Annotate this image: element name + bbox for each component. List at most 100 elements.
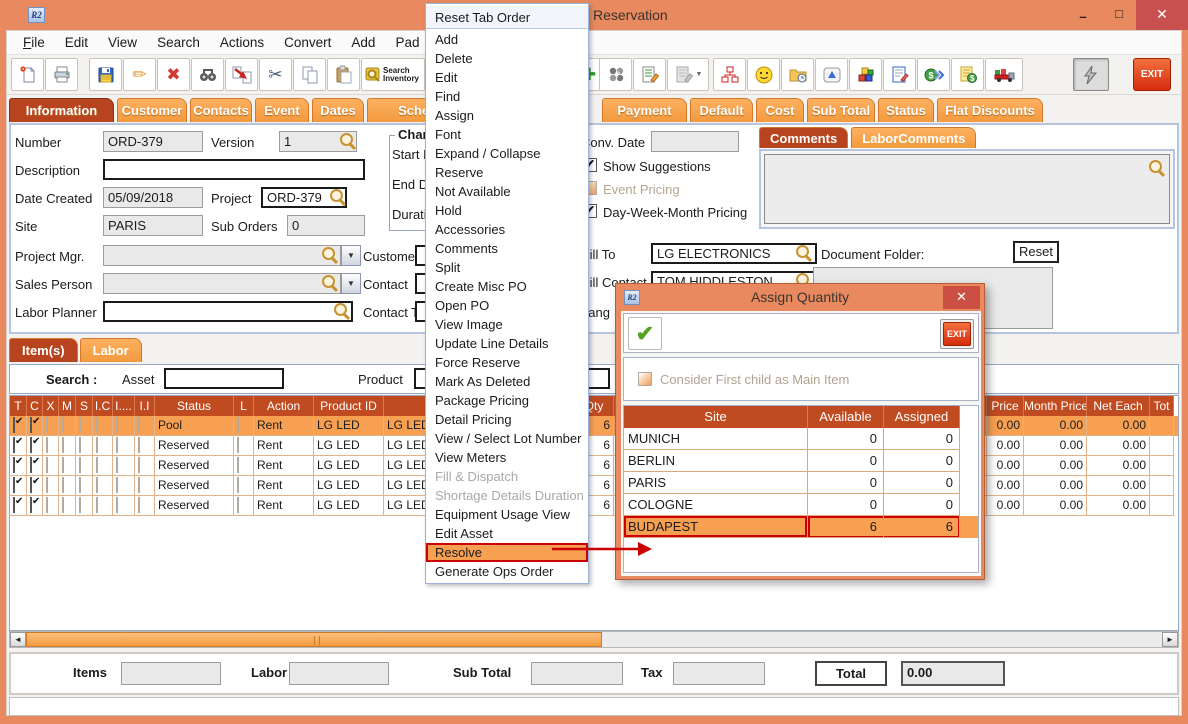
context-menu-item[interactable]: Delete [435,51,473,66]
main-tab[interactable]: Sub Total [807,98,875,122]
comments-tab[interactable]: LaborComments [851,127,977,148]
menu-item[interactable]: View [108,35,138,50]
context-menu-item[interactable]: Mark As Deleted [435,374,531,389]
quick-action-button[interactable] [1073,58,1109,91]
c-checkbox[interactable] [30,497,32,513]
bill-to-search-icon[interactable] [795,244,812,261]
col-header-total[interactable]: Tot [1150,396,1174,416]
main-tab[interactable]: Cost [756,98,804,122]
asset-input[interactable] [164,368,284,389]
transfer-button[interactable] [225,58,258,91]
s-checkbox[interactable] [79,417,81,433]
menu-item[interactable]: Edit [64,35,89,50]
context-menu-item[interactable]: Package Pricing [435,393,529,408]
col-header-l[interactable]: L [234,396,254,416]
delivery-button[interactable] [985,58,1023,91]
bill-to-field[interactable]: LG ELECTRONICS [651,243,817,264]
context-menu-item[interactable]: Fill & Dispatch [435,469,519,484]
assigned-cell[interactable]: 0 [884,494,960,516]
i-checkbox[interactable] [116,457,118,473]
menu-item[interactable]: Convert [284,35,332,50]
context-menu-item[interactable]: Detail Pricing [435,412,512,427]
t-checkbox[interactable] [13,497,15,513]
context-menu-item[interactable]: Generate Ops Order [435,564,554,579]
keyboard-key-button[interactable] [815,58,848,91]
context-menu-item[interactable]: Hold [435,203,462,218]
delete-button[interactable]: ✖ [157,58,190,91]
assigned-cell[interactable]: 6 [884,516,960,538]
l-checkbox[interactable] [237,457,239,473]
confirm-button[interactable]: ✔ [628,317,662,350]
exit-button[interactable]: EXIT [1133,58,1171,91]
available-cell[interactable]: 0 [808,494,884,516]
table-row[interactable]: Reserved Rent LG LED LG LED 6 0.00 0.00 … [10,496,1178,516]
context-menu-item[interactable]: Comments [435,241,498,256]
notes-edit-button[interactable] [633,58,666,91]
t-checkbox[interactable] [13,457,15,473]
main-tab[interactable]: Dates [312,98,364,122]
reset-button[interactable]: Reset [1013,241,1059,263]
ic-checkbox[interactable] [96,437,98,453]
assigned-cell[interactable]: 0 [884,428,960,450]
project-mgr-search-icon[interactable] [321,246,338,263]
folder-time-button[interactable] [781,58,814,91]
available-cell[interactable]: 0 [808,472,884,494]
context-menu-item[interactable]: View Meters [435,450,507,465]
m-checkbox[interactable] [62,417,64,433]
sales-person-field[interactable] [103,273,341,294]
col-header-net-each[interactable]: Net Each [1087,396,1150,416]
project-search-icon[interactable] [329,188,346,205]
ii-checkbox[interactable] [138,437,140,453]
money-forward-button[interactable]: $ [917,58,950,91]
scroll-left-button[interactable]: ◄ [10,632,26,647]
assigned-cell[interactable]: 0 [884,450,960,472]
table-row[interactable]: Reserved Rent LG LED LG LED 6 0.00 0.00 … [10,456,1178,476]
sales-person-dropdown[interactable]: ▼ [341,273,361,294]
m-checkbox[interactable] [62,477,64,493]
search-inventory-button[interactable]: Search Inventory [361,58,425,91]
s-checkbox[interactable] [79,477,81,493]
s-checkbox[interactable] [79,437,81,453]
assigned-column-header[interactable]: Assigned [884,406,960,428]
maximize-button[interactable]: □ [1102,0,1136,30]
item-tab[interactable]: Item(s) [9,338,78,362]
inventory-blocks-button[interactable] [849,58,882,91]
context-menu-item[interactable]: View / Select Lot Number [435,431,582,446]
context-menu-item[interactable]: Open PO [435,298,490,313]
s-checkbox[interactable] [79,457,81,473]
context-menu-item[interactable]: Find [435,89,461,104]
l-checkbox[interactable] [237,417,239,433]
available-cell[interactable]: 0 [808,450,884,472]
dialog-close-button[interactable]: ✕ [943,286,980,309]
site-cell[interactable]: COLOGNE [624,494,808,516]
version-search-icon[interactable] [339,132,356,149]
cut-button[interactable]: ✂ [259,58,292,91]
project-field[interactable]: ORD-379 [261,187,347,208]
table-row[interactable]: Reserved Rent LG LED LG LED 6 0.00 0.00 … [10,436,1178,456]
l-checkbox[interactable] [237,497,239,513]
site-cell[interactable]: PARIS [624,472,808,494]
x-checkbox[interactable] [46,417,48,433]
labor-planner-field[interactable] [103,301,353,322]
assigned-cell[interactable]: 0 [884,472,960,494]
col-header-product-id[interactable]: Product ID [314,396,384,416]
main-tab[interactable]: Event [255,98,309,122]
i-checkbox[interactable] [116,497,118,513]
context-menu-item[interactable]: Shortage Details Duration [435,488,584,503]
available-cell[interactable]: 6 [808,516,884,538]
available-cell[interactable]: 0 [808,428,884,450]
i-checkbox[interactable] [116,437,118,453]
context-menu-item[interactable]: Font [435,127,462,142]
context-menu-item[interactable]: Update Line Details [435,336,549,351]
ii-checkbox[interactable] [138,497,140,513]
money-list-button[interactable]: $ [951,58,984,91]
col-header-status[interactable]: Status [155,396,234,416]
table-row[interactable]: Pool Rent LG LED LG LED 6 0.00 0.00 0.00 [10,416,1178,436]
menu-item[interactable]: Actions [219,35,265,50]
col-header-m[interactable]: M [59,396,76,416]
m-checkbox[interactable] [62,497,64,513]
comments-tab[interactable]: Comments [759,127,849,148]
table-row[interactable]: Reserved Rent LG LED LG LED 6 0.00 0.00 … [10,476,1178,496]
main-tab[interactable]: Status [878,98,934,122]
main-tab[interactable]: Default [690,98,753,122]
